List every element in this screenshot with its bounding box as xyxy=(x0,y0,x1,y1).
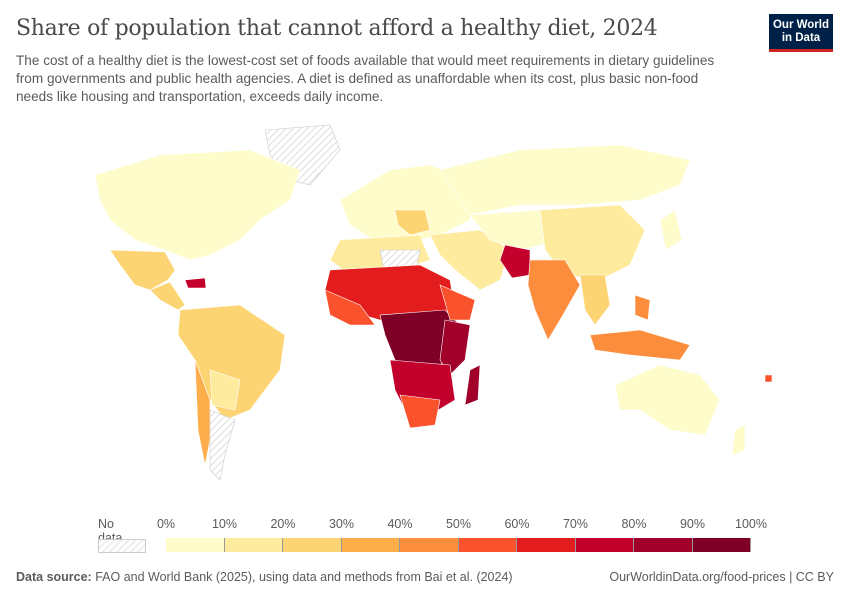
legend-tick: 40% xyxy=(387,517,413,531)
country-region-pacific-islands[interactable] xyxy=(764,374,773,383)
country-region-australia[interactable] xyxy=(614,364,721,436)
country-region-india[interactable] xyxy=(527,259,581,341)
country-region-china[interactable] xyxy=(539,204,646,281)
country-region-north-america[interactable] xyxy=(94,149,301,261)
legend-tick: 60% xyxy=(504,517,530,531)
world-map[interactable] xyxy=(0,110,850,505)
country-region-west-africa[interactable] xyxy=(324,289,376,326)
country-region-madagascar[interactable] xyxy=(464,364,481,406)
chart-title: Share of population that cannot afford a… xyxy=(16,16,658,41)
chart-subtitle: The cost of a healthy diet is the lowest… xyxy=(16,53,715,104)
country-region-central-america[interactable] xyxy=(149,281,186,311)
country-region-balkans[interactable] xyxy=(394,209,431,236)
country-region-japan[interactable] xyxy=(659,209,683,251)
logo-line-2: in Data xyxy=(781,32,821,44)
legend-tick: 80% xyxy=(621,517,647,531)
country-region-caribbean-haiti[interactable] xyxy=(184,277,207,289)
legend-bin-5[interactable] xyxy=(458,538,517,552)
source-label: Data source: xyxy=(16,570,92,584)
legend-bin-0[interactable] xyxy=(166,538,225,552)
legend-tick: 90% xyxy=(679,517,706,531)
legend-tick: 70% xyxy=(562,517,589,531)
country-region-russia[interactable] xyxy=(439,144,691,216)
country-region-south-america-north[interactable] xyxy=(177,304,286,421)
legend-tick: 0% xyxy=(156,517,176,531)
country-region-philippines[interactable] xyxy=(634,294,651,321)
country-region-mexico[interactable] xyxy=(109,249,176,291)
legend-bin-2[interactable] xyxy=(283,538,342,552)
legend-tick: 100% xyxy=(735,517,767,531)
country-region-south-america-south[interactable] xyxy=(209,409,236,481)
country-region-south-africa[interactable] xyxy=(399,394,441,429)
owid-logo[interactable]: Our World in Data xyxy=(769,14,833,52)
no-data-swatch[interactable] xyxy=(98,539,146,553)
logo-line-1: Our World xyxy=(772,19,829,31)
country-region-east-africa[interactable] xyxy=(439,319,471,376)
country-region-pakistan-afghan[interactable] xyxy=(499,244,531,279)
legend-tick: 30% xyxy=(328,517,355,531)
country-region-south-america-west[interactable] xyxy=(194,359,211,466)
country-region-horn-africa[interactable] xyxy=(439,284,476,321)
country-region-southeast-asia[interactable] xyxy=(579,274,611,326)
source-text[interactable]: FAO and World Bank (2025), using data an… xyxy=(95,570,513,584)
legend-bin-1[interactable] xyxy=(224,538,283,552)
legend-bin-7[interactable] xyxy=(575,538,634,552)
country-region-bolivia-paraguay[interactable] xyxy=(209,369,241,411)
legend-bin-3[interactable] xyxy=(341,538,400,552)
country-region-new-zealand[interactable] xyxy=(731,424,746,456)
country-region-central-asia[interactable] xyxy=(469,209,561,251)
legend-bin-6[interactable] xyxy=(517,538,576,552)
legend-tick: 50% xyxy=(445,517,472,531)
legend-bin-4[interactable] xyxy=(400,538,459,552)
country-region-indonesia-png[interactable] xyxy=(589,329,691,361)
legend-bin-9[interactable] xyxy=(692,538,751,552)
legend-tick: 10% xyxy=(211,517,238,531)
legend-tick: 20% xyxy=(270,517,296,531)
url-license[interactable]: OurWorldinData.org/food-prices | CC BY xyxy=(609,570,834,584)
data-source: Data source: FAO and World Bank (2025), … xyxy=(16,570,513,584)
legend-bin-8[interactable] xyxy=(634,538,693,552)
